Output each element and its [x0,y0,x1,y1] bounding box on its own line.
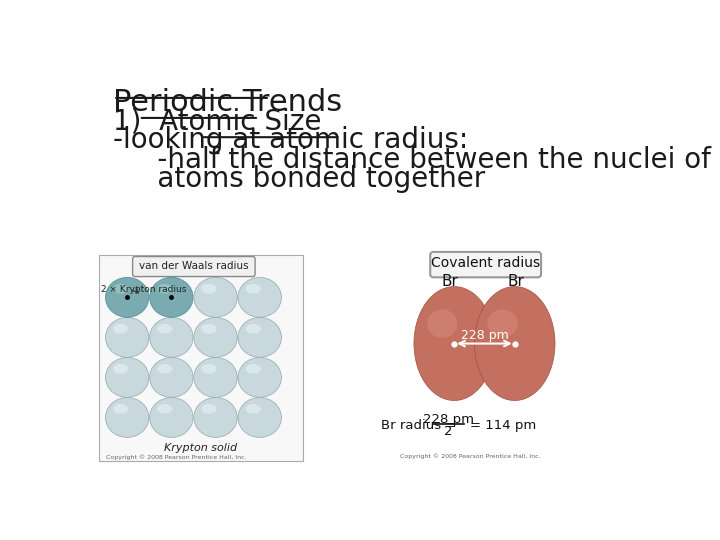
Ellipse shape [202,284,217,294]
Ellipse shape [194,278,238,318]
Ellipse shape [246,324,261,334]
Ellipse shape [246,404,261,414]
Ellipse shape [238,397,282,437]
Ellipse shape [157,404,173,414]
Ellipse shape [487,309,518,338]
Ellipse shape [113,284,128,294]
Text: 2 × Krypton radius: 2 × Krypton radius [101,285,186,294]
Text: Krypton solid: Krypton solid [164,443,238,453]
Ellipse shape [150,357,193,397]
Text: 228 pm: 228 pm [461,329,508,342]
FancyBboxPatch shape [431,252,541,278]
Ellipse shape [414,287,495,401]
Text: Copyright © 2008 Pearson Prentice Hall, Inc.: Copyright © 2008 Pearson Prentice Hall, … [400,453,541,459]
Ellipse shape [246,364,261,374]
Text: = 114 pm: = 114 pm [469,418,536,431]
FancyBboxPatch shape [132,256,255,276]
Ellipse shape [427,309,457,338]
Ellipse shape [238,278,282,318]
Ellipse shape [106,357,149,397]
Text: van der Waals radius: van der Waals radius [139,261,248,271]
Ellipse shape [157,324,173,334]
Text: 1)  Atomic Size: 1) Atomic Size [113,107,322,135]
Text: atoms bonded together: atoms bonded together [113,165,485,193]
Ellipse shape [238,357,282,397]
Text: 2: 2 [444,425,452,438]
Ellipse shape [106,397,149,437]
Text: Covalent radius: Covalent radius [431,256,540,271]
Ellipse shape [106,318,149,357]
Ellipse shape [202,404,217,414]
Ellipse shape [157,364,173,374]
Ellipse shape [202,324,217,334]
Ellipse shape [194,357,238,397]
Text: 228 pm: 228 pm [423,413,474,426]
FancyBboxPatch shape [99,255,303,461]
Ellipse shape [194,318,238,357]
Text: Copyright © 2008 Pearson Prentice Hall, Inc.: Copyright © 2008 Pearson Prentice Hall, … [106,455,246,460]
Text: Br: Br [442,274,459,289]
Ellipse shape [113,404,128,414]
Ellipse shape [202,364,217,374]
Ellipse shape [106,278,149,318]
Ellipse shape [157,284,173,294]
Ellipse shape [150,318,193,357]
Text: Br radius =: Br radius = [381,418,460,431]
Text: -half the distance between the nuclei of two: -half the distance between the nuclei of… [113,146,720,174]
Text: Periodic Trends: Periodic Trends [113,88,343,117]
Ellipse shape [150,397,193,437]
Ellipse shape [246,284,261,294]
Text: Br: Br [508,274,525,289]
Ellipse shape [113,324,128,334]
Ellipse shape [113,364,128,374]
Ellipse shape [194,397,238,437]
Ellipse shape [150,278,193,318]
Ellipse shape [474,287,555,401]
Ellipse shape [238,318,282,357]
Text: -looking at atomic radius:: -looking at atomic radius: [113,126,469,154]
